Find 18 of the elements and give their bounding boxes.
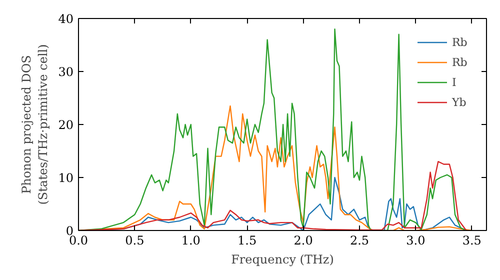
x-tick-label: 2.5 — [350, 234, 370, 248]
legend-label: Rb — [452, 36, 468, 48]
legend-label: Yb — [452, 96, 468, 108]
y-tick-label: 20 — [58, 118, 74, 132]
x-tick-label: 1.5 — [238, 234, 257, 248]
legend-label: Rb — [452, 56, 468, 68]
x-tick-label: 2.0 — [294, 234, 313, 248]
x-axis-title: Frequency (THz) — [231, 252, 334, 266]
y-tick-label: 30 — [58, 65, 74, 79]
y-tick-label: 10 — [58, 171, 74, 185]
x-tick-label: 1.0 — [181, 234, 200, 248]
line-series — [78, 28, 467, 230]
y-tick-label: 40 — [58, 12, 74, 26]
legend-label: I — [452, 76, 458, 88]
x-tick-label: 0.5 — [125, 234, 144, 248]
x-tick-label: 3.0 — [406, 234, 426, 248]
y-axis-title: Phonon projected DOS (States/THz·primitive cell) — [19, 44, 50, 205]
x-tick-label: 3.5 — [462, 234, 482, 248]
